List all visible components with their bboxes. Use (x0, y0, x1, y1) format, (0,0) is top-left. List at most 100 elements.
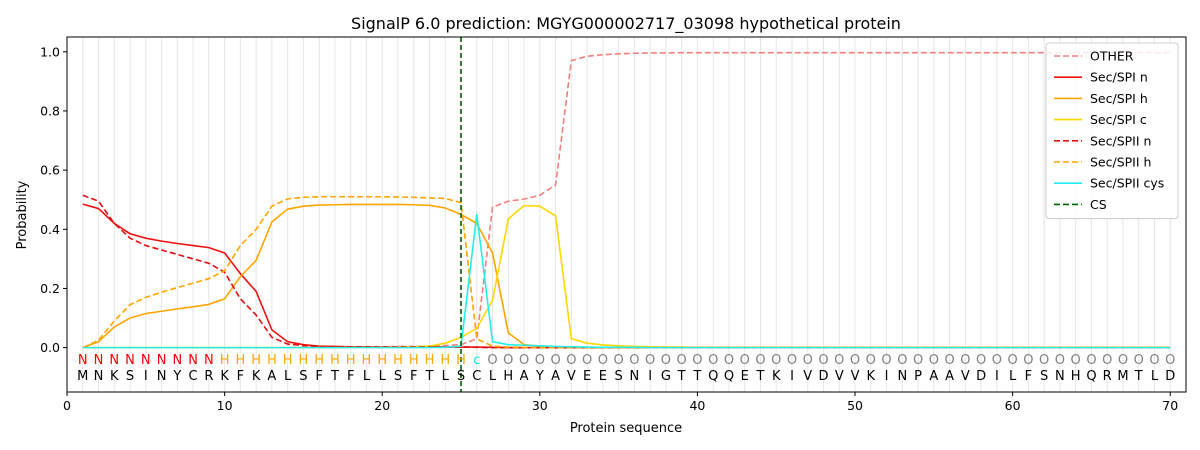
residue-letter: F (1025, 369, 1032, 384)
plot-area (82, 37, 1171, 392)
region-label: O (1165, 353, 1175, 368)
legend-label: Sec/SPI c (1090, 112, 1147, 127)
legend-label: Sec/SPII h (1090, 155, 1151, 170)
residue-letter: R (1103, 369, 1112, 384)
region-label: O (582, 353, 592, 368)
region-label: O (535, 353, 545, 368)
region-label: O (1039, 353, 1049, 368)
residue-letter: L (1009, 369, 1017, 384)
region-label: H (251, 353, 261, 368)
region-label: O (629, 353, 639, 368)
x-tick-label: 10 (217, 398, 233, 413)
region-label: O (803, 353, 813, 368)
residue-letter: K (772, 369, 781, 384)
region-label: H (393, 353, 403, 368)
legend-label: CS (1090, 197, 1107, 212)
residue-letter: K (252, 369, 261, 384)
x-tick-label: 70 (1162, 398, 1178, 413)
legend-label: Sec/SPII cys (1090, 176, 1164, 191)
residue-letter: Q (724, 369, 734, 384)
y-tick-label: 0.4 (40, 222, 60, 237)
residue-letter: T (692, 369, 701, 384)
region-label: O (1149, 353, 1159, 368)
residue-letter: L (1151, 369, 1159, 384)
region-label: O (881, 353, 891, 368)
residue-letter: Y (172, 369, 181, 384)
residue-letter: I (790, 369, 794, 384)
residue-letter: V (835, 369, 844, 384)
region-label: O (1023, 353, 1033, 368)
residue-letter: E (599, 369, 607, 384)
region-label: O (487, 353, 497, 368)
region-label: O (944, 353, 954, 368)
residue-letter: C (189, 369, 198, 384)
plot-frame (66, 36, 1187, 393)
residue-letter: L (284, 369, 292, 384)
region-label: O (550, 353, 560, 368)
series-line-sec-spi-n (82, 203, 1171, 349)
legend-label: OTHER (1090, 49, 1134, 64)
x-tick-label: 40 (689, 398, 705, 413)
residue-letter: F (410, 369, 417, 384)
y-tick-label: 0.8 (40, 103, 60, 118)
residue-letter: S (299, 369, 307, 384)
legend-label: Sec/SPI n (1090, 70, 1148, 85)
x-tick-label: 0 (63, 398, 71, 413)
residue-letter: I (995, 369, 999, 384)
region-label: O (661, 353, 671, 368)
residue-letter: H (503, 369, 513, 384)
residue-letter: N (157, 369, 167, 384)
series-line-sec-spii-h (82, 195, 1171, 349)
y-tick-label: 0.2 (40, 281, 60, 296)
residue-letter: S (1040, 369, 1048, 384)
residue-letter: D (818, 369, 828, 384)
region-label: O (692, 353, 702, 368)
region-label: O (1008, 353, 1018, 368)
region-label: O (992, 353, 1002, 368)
region-label: O (866, 353, 876, 368)
region-label: O (834, 353, 844, 368)
region-label: N (204, 353, 214, 368)
residue-letter: C (472, 369, 481, 384)
region-label: H (346, 353, 356, 368)
y-tick-label: 0.6 (40, 163, 60, 178)
region-label: H (283, 353, 293, 368)
region-label: N (125, 353, 135, 368)
region-label: O (1134, 353, 1144, 368)
region-label: O (614, 353, 624, 368)
legend: OTHER Sec/SPI n Sec/SPI h Sec/SPI c Sec/SPII… (1045, 42, 1179, 220)
x-axis-ticks: 0 10 20 30 40 50 60 70 (63, 392, 1178, 413)
region-label: H (220, 353, 230, 368)
residue-letter: T (330, 369, 339, 384)
residue-letter: T (755, 369, 764, 384)
y-axis-ticks: 0.0 0.2 0.4 0.6 0.8 1.0 (40, 44, 67, 355)
residue-letter: L (379, 369, 387, 384)
residue-letter: V (851, 369, 860, 384)
residue-letter: T (1134, 369, 1143, 384)
series-line-sec-spii-cys (82, 213, 1171, 349)
residue-letter: I (144, 369, 148, 384)
series-line-other (82, 51, 1171, 349)
legend-label: Sec/SPI h (1090, 91, 1148, 106)
region-label: H (299, 353, 309, 368)
y-axis-label: Probability (15, 180, 30, 249)
region-label: H (330, 353, 340, 368)
residue-letter: Q (708, 369, 718, 384)
region-label: O (566, 353, 576, 368)
region-label: O (771, 353, 781, 368)
residue-letter: N (630, 369, 640, 384)
residue-letter: M (1117, 369, 1128, 384)
region-label: O (1118, 353, 1128, 368)
region-label: O (740, 353, 750, 368)
residue-letter: A (929, 369, 938, 384)
y-tick-label: 0.0 (40, 340, 60, 355)
x-axis-label: Protein sequence (570, 421, 682, 436)
residue-letter: L (489, 369, 497, 384)
residue-letter: S (126, 369, 134, 384)
region-label: N (94, 353, 104, 368)
series-line-sec-spi-h (82, 203, 1171, 349)
residue-letter: E (583, 369, 591, 384)
region-label: H (425, 353, 435, 368)
region-label: H (456, 353, 466, 368)
residue-letter: D (976, 369, 986, 384)
